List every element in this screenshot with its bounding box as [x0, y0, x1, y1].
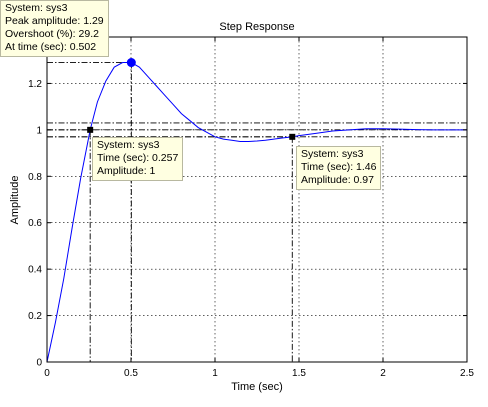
y-tick-label: 0.2	[28, 311, 42, 322]
datatip-peak[interactable]: System: sys3 Peak amplitude: 1.29 Oversh…	[0, 0, 109, 57]
datatip-rise-time[interactable]: System: sys3 Time (sec): 0.257 Amplitude…	[92, 137, 184, 181]
datatip-line: Amplitude: 1	[97, 165, 156, 177]
plot-frame	[46, 36, 468, 363]
y-tick-label: 0.4	[28, 265, 42, 276]
data-point-marker	[289, 133, 296, 140]
data-point-marker	[87, 126, 94, 133]
datatip-settling-time[interactable]: System: sys3 Time (sec): 1.46 Amplitude:…	[296, 146, 382, 190]
y-tick-label: 1	[36, 125, 42, 136]
y-axis-label: Amplitude	[9, 176, 21, 225]
datatip-line: System: sys3	[5, 2, 68, 14]
x-axis-label: Time (sec)	[231, 381, 283, 393]
x-tick-label: 0.5	[124, 368, 138, 379]
x-tick-label: 0	[44, 368, 50, 379]
datatip-line: Overshoot (%): 29.2	[5, 28, 99, 40]
y-tick-label: 0	[36, 358, 42, 369]
chart-title: Step Response	[219, 21, 294, 33]
datatip-line: Amplitude: 0.97	[301, 174, 374, 186]
peak-marker	[126, 58, 136, 68]
x-tick-label: 1	[212, 368, 218, 379]
y-tick-label: 0.6	[28, 218, 42, 229]
series-line-sys3	[46, 62, 467, 363]
datatip-line: System: sys3	[301, 148, 364, 160]
datatip-line: Time (sec): 1.46	[301, 161, 377, 173]
x-tick-label: 2	[380, 368, 386, 379]
y-tick-label: 1.2	[28, 79, 42, 90]
datatip-line: Time (sec): 0.257	[97, 152, 179, 164]
plot-background	[47, 37, 467, 362]
datatip-line: System: sys3	[97, 139, 160, 151]
axis-ticks: 0 0.5 1 1.5 2 2.5 0 0.2 0.4 0.6 0.8 1 1.2	[28, 37, 474, 379]
data-markers	[87, 58, 296, 140]
marker-guides	[47, 62, 293, 362]
x-tick-label: 2.5	[460, 368, 474, 379]
datatip-line: Peak amplitude: 1.29	[5, 15, 104, 27]
x-tick-label: 1.5	[292, 368, 306, 379]
datatip-line: At time (sec): 0.502	[5, 41, 97, 53]
y-tick-label: 0.8	[28, 172, 42, 183]
